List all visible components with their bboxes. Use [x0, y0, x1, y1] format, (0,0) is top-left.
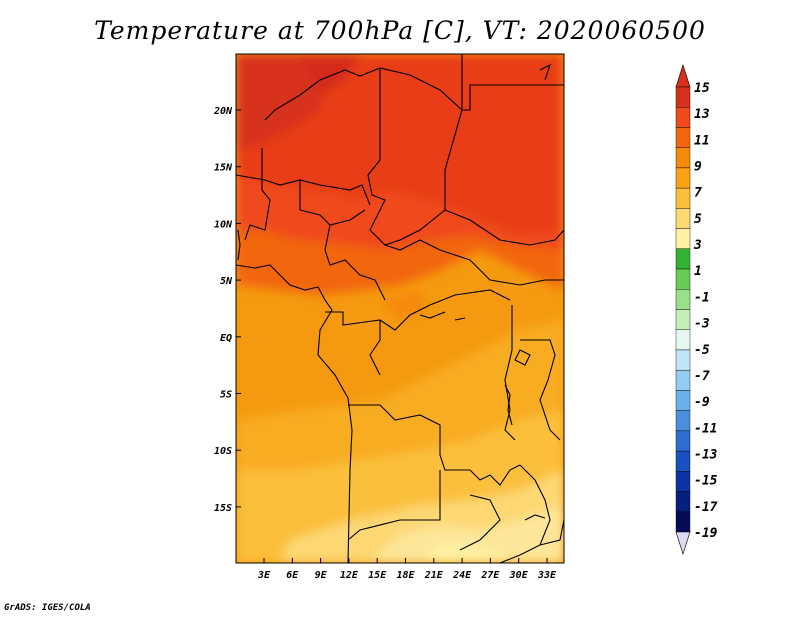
- colorbar-segment: [675, 309, 691, 330]
- lat-tick-label: 5N: [220, 276, 233, 287]
- lat-tick-label: 10S: [214, 446, 232, 457]
- colorbar-label: -15: [694, 474, 718, 489]
- colorbar-label: -1: [694, 290, 710, 305]
- colorbar-segment: [675, 187, 691, 209]
- colorbar-label: -5: [694, 343, 710, 358]
- lon-tick-label: 15E: [368, 570, 387, 581]
- lon-tick-label: 24E: [452, 570, 472, 581]
- credit-text: GrADS: IGES/COLA: [4, 603, 91, 613]
- lat-tick-label: 15S: [214, 503, 232, 514]
- colorbar-segment: [675, 329, 691, 351]
- map-title: Temperature at 700hPa [C], VT: 202006050…: [94, 16, 706, 45]
- colorbar-segment: [675, 127, 691, 148]
- colorbar-label: -11: [694, 421, 717, 436]
- colorbar-label: -19: [694, 526, 718, 541]
- lon-tick-label: 9E: [315, 570, 328, 581]
- lat-tick-label: 10N: [214, 219, 233, 230]
- lon-tick-label: 30E: [509, 570, 529, 581]
- colorbar-segment: [675, 491, 691, 512]
- colorbar-segment: [675, 228, 691, 250]
- lat-tick-label: EQ: [220, 333, 232, 344]
- colorbar-segment: [675, 450, 691, 472]
- colorbar-segment: [675, 167, 691, 189]
- lat-tick-label: 15N: [214, 163, 233, 174]
- colorbar-segment: [675, 410, 691, 432]
- lat-tick-label: 5S: [220, 390, 232, 401]
- country-borders: [236, 54, 564, 563]
- colorbar-segment: [675, 268, 691, 290]
- temperature-field: [236, 54, 564, 563]
- colorbar-label: 15: [694, 81, 710, 96]
- map-frame: [235, 53, 565, 564]
- lon-tick-label: 21E: [424, 570, 444, 581]
- lon-tick-label: 6E: [286, 570, 299, 581]
- colorbar-bottom-arrow: [675, 531, 691, 555]
- colorbar-label: 3: [693, 238, 702, 253]
- colorbar-segment: [675, 248, 691, 270]
- axis-ticks: 3E 6E 9E 12E 15E 18E 21E 24E 27E 30E 33E 20N 15N 10N 5…: [213, 106, 557, 581]
- colorbar-segment: [675, 289, 691, 310]
- lon-tick-label: 33E: [537, 570, 557, 581]
- colorbar-label: 7: [694, 186, 702, 201]
- colorbar-segment: [675, 471, 691, 492]
- colorbar-label: -9: [694, 395, 710, 410]
- colorbar: 15 13 11 9 7 5 3 1 -1 -3 -5 -7 -9 -11 -13 -15 -17 -19: [675, 64, 718, 555]
- colorbar-segment: [675, 107, 691, 128]
- lon-tick-label: 18E: [396, 570, 415, 581]
- lon-tick-label: 12E: [340, 570, 359, 581]
- colorbar-label: 13: [694, 107, 710, 122]
- colorbar-label: 11: [694, 133, 710, 148]
- colorbar-segment: [675, 390, 691, 411]
- colorbar-label: 9: [694, 160, 702, 175]
- colorbar-top-arrow: [675, 64, 691, 88]
- colorbar-label: 1: [694, 264, 702, 279]
- colorbar-segment: [675, 349, 691, 371]
- colorbar-segment: [675, 369, 691, 391]
- colorbar-label: -13: [694, 447, 718, 462]
- colorbar-segment: [675, 430, 691, 452]
- lon-tick-label: 27E: [480, 570, 500, 581]
- colorbar-label: -17: [694, 500, 718, 515]
- colorbar-segment: [675, 147, 691, 169]
- colorbar-label: -3: [694, 317, 710, 332]
- colorbar-segment: [675, 511, 691, 533]
- colorbar-segment: [675, 86, 691, 108]
- colorbar-label: 5: [694, 212, 702, 227]
- lat-tick-label: 20N: [213, 106, 233, 117]
- lon-tick-label: 3E: [257, 570, 271, 581]
- colorbar-label: -7: [694, 369, 710, 384]
- colorbar-segment: [675, 208, 691, 229]
